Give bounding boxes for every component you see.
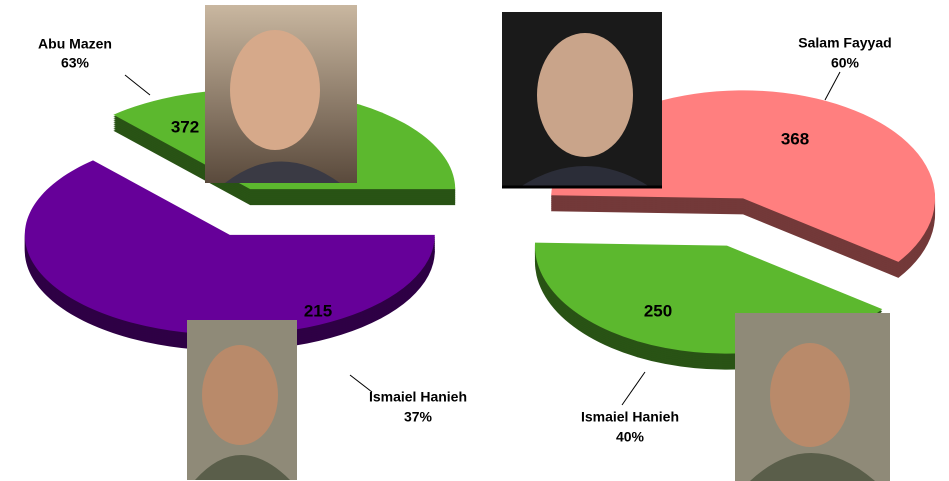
category-label: Salam Fayyad bbox=[798, 35, 891, 51]
percent-label: 60% bbox=[831, 55, 860, 71]
photo bbox=[502, 12, 662, 187]
data-label: 215 bbox=[304, 301, 332, 320]
category-label: Abu Mazen bbox=[38, 36, 112, 52]
category-label: Ismaiel Hanieh bbox=[369, 389, 467, 405]
chart: 372 Abu Mazen 63% 215 Ismaiel Hanieh 37% 250 Is… bbox=[0, 0, 949, 481]
data-label: 250 bbox=[644, 301, 672, 320]
category-label: Ismaiel Hanieh bbox=[581, 409, 679, 425]
photo bbox=[187, 320, 297, 480]
percent-label: 37% bbox=[404, 409, 433, 425]
photo bbox=[735, 313, 890, 481]
page: 372 Abu Mazen 63% 215 Ismaiel Hanieh 37% 250 Is… bbox=[0, 0, 949, 481]
data-label: 368 bbox=[781, 129, 809, 148]
percent-label: 63% bbox=[61, 55, 90, 71]
percent-label: 40% bbox=[616, 429, 645, 445]
data-label: 372 bbox=[171, 117, 199, 136]
photo bbox=[205, 5, 357, 183]
